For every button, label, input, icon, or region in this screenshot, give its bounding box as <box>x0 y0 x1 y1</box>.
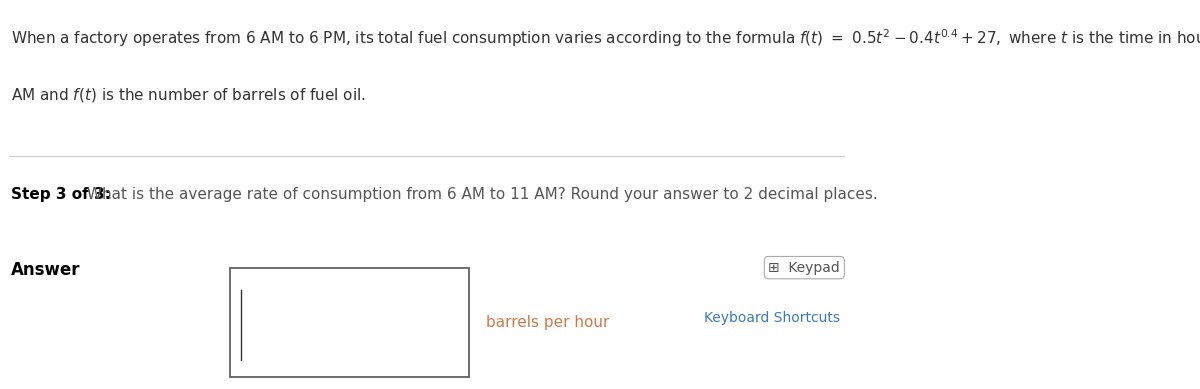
Text: barrels per hour: barrels per hour <box>486 315 610 330</box>
Text: Step 3 of 3:: Step 3 of 3: <box>11 187 110 202</box>
Text: When a factory operates from 6 AM to 6 PM, its total fuel consumption varies acc: When a factory operates from 6 AM to 6 P… <box>11 27 1200 49</box>
Text: AM and $f(t)$ is the number of barrels of fuel oil.: AM and $f(t)$ is the number of barrels o… <box>11 86 366 103</box>
Text: Keyboard Shortcuts: Keyboard Shortcuts <box>704 311 840 325</box>
Text: Answer: Answer <box>11 261 80 279</box>
Text: ⊞  Keypad: ⊞ Keypad <box>768 261 840 275</box>
Text: What is the average rate of consumption from 6 AM to 11 AM? Round your answer to: What is the average rate of consumption … <box>82 187 877 202</box>
